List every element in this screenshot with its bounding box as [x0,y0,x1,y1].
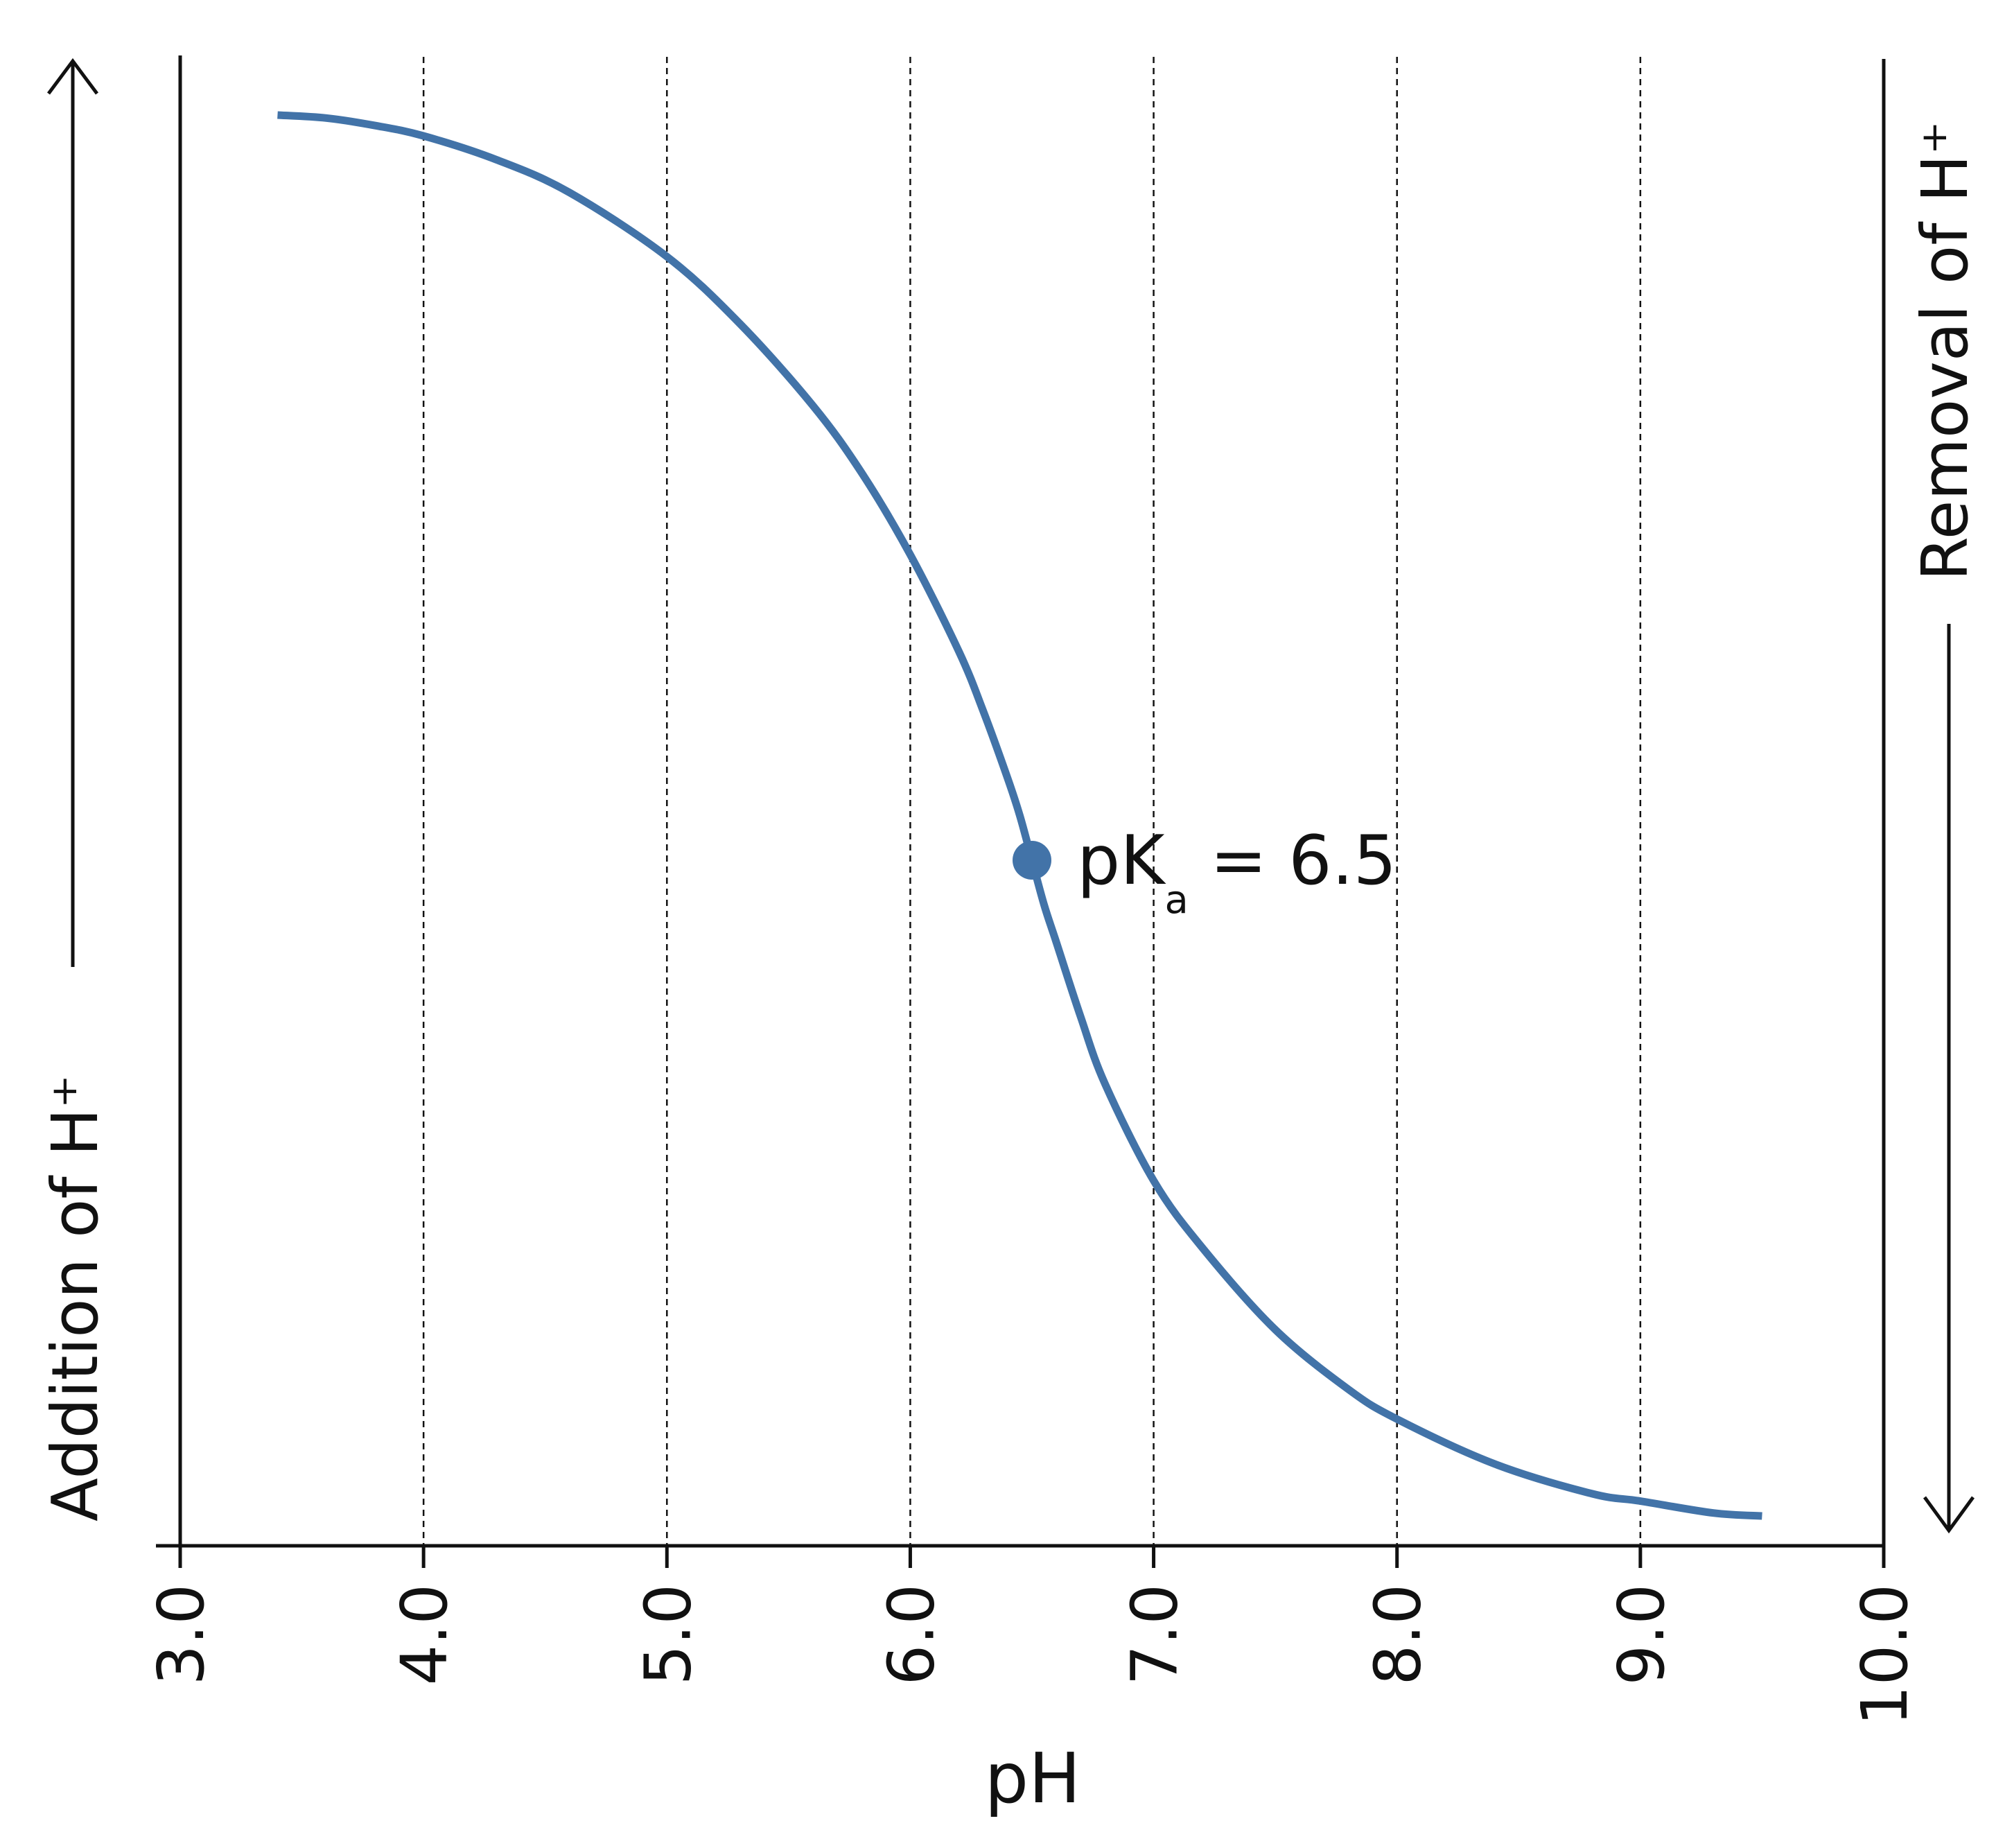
pka-subscript: a [1164,878,1188,923]
x-tick-label: 7.0 [1118,1584,1192,1685]
removal-label: Removal of H⁺ [1908,121,1982,581]
x-tick-label: 5.0 [631,1584,705,1685]
x-tick-label: 3.0 [144,1584,218,1685]
addition-arrow [46,58,99,967]
x-axis-label: pH [985,1738,1081,1819]
x-tick-label: 6.0 [874,1584,948,1685]
x-tick-labels: 3.0 4.0 5.0 6.0 7.0 8.0 9.0 10.0 [144,1546,1922,1726]
x-tick-label: 4.0 [387,1584,462,1685]
removal-arrow [1923,624,1975,1534]
data-series-line [277,111,1762,1520]
pka-main: pK [1077,821,1166,900]
x-tick-label: 9.0 [1604,1584,1679,1685]
axes [156,55,1886,1548]
pka-value: = 6.5 [1189,821,1397,900]
grid-lines [422,57,1642,1544]
x-tick-label: 10.0 [1848,1584,1922,1726]
pka-point [1013,841,1051,880]
pka-annotation: pKa = 6.5 [1077,821,1397,923]
addition-label: Addition of H⁺ [38,1074,112,1522]
x-tick-label: 8.0 [1361,1584,1435,1685]
